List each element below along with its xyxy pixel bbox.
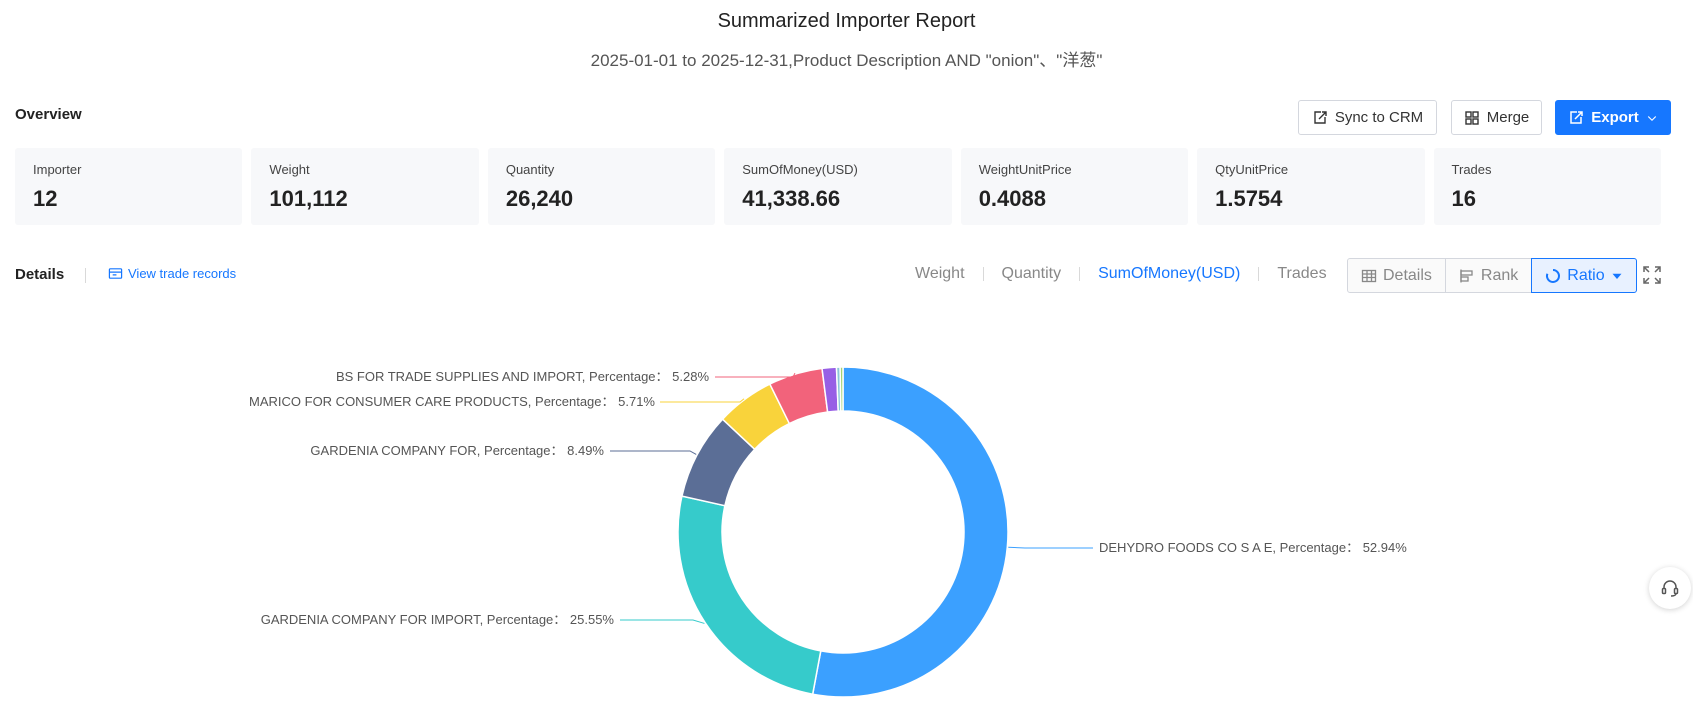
divider bbox=[85, 268, 86, 283]
table-icon bbox=[1361, 269, 1377, 282]
stat-card-weight: Weight 101,112 bbox=[251, 148, 479, 225]
stat-card-trades: Trades 16 bbox=[1433, 148, 1661, 225]
leader-line bbox=[660, 398, 745, 403]
tab-quantity[interactable]: Quantity bbox=[1001, 265, 1062, 282]
stat-label: Quantity bbox=[505, 162, 555, 177]
ratio-icon bbox=[1546, 268, 1561, 283]
slice-label: BS FOR TRADE SUPPLIES AND IMPORT, Percen… bbox=[336, 369, 709, 384]
stat-value: 16 bbox=[1451, 186, 1477, 211]
tab-weight[interactable]: Weight bbox=[915, 265, 965, 282]
view-trade-records-link[interactable]: View trade records bbox=[108, 266, 236, 281]
tab-sum-of-money[interactable]: SumOfMoney(USD) bbox=[1098, 265, 1241, 282]
ratio-view-label: Ratio bbox=[1567, 266, 1605, 284]
stat-value: 101,112 bbox=[269, 186, 348, 211]
tab-trades[interactable]: Trades bbox=[1277, 265, 1327, 282]
stat-label: Weight bbox=[269, 162, 310, 177]
records-icon bbox=[108, 268, 123, 279]
export-button[interactable]: Export bbox=[1555, 100, 1671, 135]
stat-card-sum-of-money: SumOfMoney(USD) 41,338.66 bbox=[724, 148, 952, 225]
details-view-button[interactable]: Details bbox=[1347, 258, 1446, 293]
leader-line bbox=[715, 372, 796, 378]
export-icon bbox=[1570, 110, 1583, 124]
stat-label: Trades bbox=[1451, 162, 1492, 177]
details-heading: Details bbox=[15, 266, 65, 283]
rank-icon bbox=[1460, 269, 1473, 282]
report-title: Summarized Importer Report bbox=[717, 10, 976, 32]
leader-line bbox=[610, 450, 697, 455]
rank-view-button[interactable]: Rank bbox=[1444, 258, 1533, 293]
overview-heading: Overview bbox=[15, 106, 82, 123]
slice-label: GARDENIA COMPANY FOR IMPORT, Percentage：… bbox=[261, 612, 615, 627]
stat-value: 1.5754 bbox=[1215, 186, 1283, 211]
leader-line bbox=[620, 619, 705, 624]
fullscreen-icon[interactable] bbox=[1643, 266, 1661, 284]
merge-icon bbox=[1465, 110, 1479, 125]
overview-stats: Importer 12 Weight 101,112 Quantity 26,2… bbox=[15, 148, 1661, 225]
sync-icon bbox=[1314, 110, 1327, 124]
stat-value: 26,240 bbox=[505, 186, 574, 211]
merge-button[interactable]: Merge bbox=[1451, 100, 1542, 135]
donut-slice[interactable] bbox=[811, 366, 1009, 698]
stat-card-quantity: Quantity 26,240 bbox=[487, 148, 716, 225]
report-subtitle: 2025-01-01 to 2025-12-31,Product Descrip… bbox=[590, 51, 1103, 70]
sync-to-crm-label: Sync to CRM bbox=[1334, 109, 1424, 126]
slice-label: DEHYDRO FOODS CO S A E, Percentage： 52.9… bbox=[1099, 540, 1407, 555]
importer-ratio-donut-chart: DEHYDRO FOODS CO S A E, Percentage： 52.9… bbox=[249, 366, 1407, 698]
stat-label: SumOfMoney(USD) bbox=[742, 162, 858, 177]
caret-down-icon bbox=[1612, 273, 1622, 279]
divider bbox=[1258, 267, 1260, 281]
stat-value: 12 bbox=[33, 186, 58, 211]
leader-line bbox=[1008, 546, 1093, 549]
details-view-label: Details bbox=[1383, 266, 1432, 284]
stat-card-weight-unit-price: WeightUnitPrice 0.4088 bbox=[960, 148, 1189, 225]
stat-label: WeightUnitPrice bbox=[978, 162, 1072, 177]
stat-value: 41,338.66 bbox=[742, 186, 841, 211]
merge-label: Merge bbox=[1486, 109, 1530, 126]
donut-slice[interactable] bbox=[839, 366, 844, 412]
view-trade-records-label: View trade records bbox=[128, 266, 237, 281]
stat-card-importer: Importer 12 bbox=[15, 148, 243, 225]
rank-view-label: Rank bbox=[1480, 266, 1519, 284]
stat-label: Importer bbox=[33, 162, 82, 177]
metric-tabs: Weight Quantity SumOfMoney(USD) Trades bbox=[915, 265, 1327, 283]
export-label: Export bbox=[1591, 109, 1639, 126]
chevron-down-icon bbox=[1647, 115, 1656, 121]
ratio-view-button[interactable]: Ratio bbox=[1531, 258, 1637, 293]
slice-label: GARDENIA COMPANY FOR, Percentage： 8.49% bbox=[310, 443, 604, 458]
divider bbox=[1079, 267, 1081, 281]
stat-label: QtyUnitPrice bbox=[1215, 162, 1289, 177]
divider bbox=[982, 267, 984, 281]
headset-icon bbox=[1661, 580, 1679, 597]
stat-value: 0.4088 bbox=[978, 186, 1046, 211]
sync-to-crm-button[interactable]: Sync to CRM bbox=[1298, 100, 1437, 135]
view-mode-group: Details Rank Ratio bbox=[1347, 258, 1637, 293]
support-button[interactable] bbox=[1649, 567, 1691, 609]
stat-card-qty-unit-price: QtyUnitPrice 1.5754 bbox=[1197, 148, 1425, 225]
slice-label: MARICO FOR CONSUMER CARE PRODUCTS, Perce… bbox=[249, 394, 655, 409]
donut-slice[interactable] bbox=[677, 495, 822, 696]
